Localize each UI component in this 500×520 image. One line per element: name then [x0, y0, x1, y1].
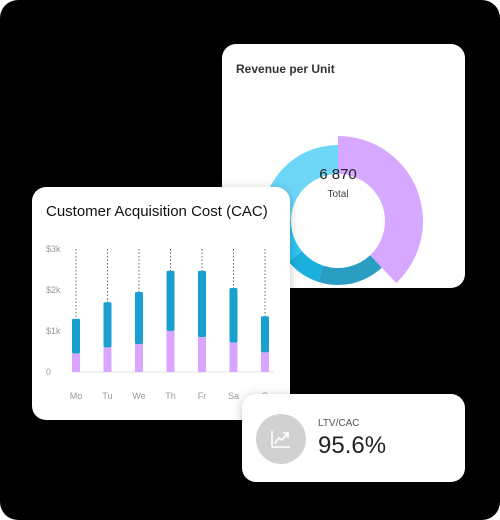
bar-segment-top [135, 292, 143, 345]
bar-segment-base [72, 353, 80, 372]
donut-slice [338, 136, 423, 283]
x-tick-label: Tu [102, 391, 112, 401]
ltv-cac-label: LTV/CAC [318, 418, 360, 429]
trending-up-icon [256, 414, 306, 464]
bar-segment-base [166, 331, 175, 372]
y-tick-label: $2k [46, 285, 61, 295]
y-tick-label: $3k [46, 244, 61, 254]
cac-bar-chart: 0$1k$2k$3kMoTuWeThFrSaS [46, 244, 274, 401]
revenue-card-title: Revenue per Unit [236, 62, 335, 76]
y-tick-label: $1k [46, 326, 61, 336]
revenue-total-value: 6 870 [319, 166, 357, 183]
ltv-cac-value: 95.6% [318, 432, 387, 459]
cac-card-title: Customer Acquisition Cost (CAC) [46, 203, 268, 220]
donut-slice [288, 250, 324, 282]
bar-segment-base [198, 337, 206, 372]
bar-segment-top [166, 270, 175, 331]
donut-slice [318, 255, 382, 285]
bar-segment-base [103, 347, 112, 372]
y-tick-label: 0 [46, 367, 51, 377]
bar-segment-top [261, 316, 269, 353]
ltv-card: LTV/CAC 95.6% [242, 394, 465, 482]
revenue-total-label: Total [327, 189, 349, 200]
bar-segment-base [261, 352, 269, 372]
bar-segment-top [229, 287, 238, 343]
bar-segment-top [198, 270, 206, 338]
x-tick-label: Th [165, 391, 176, 401]
bar-segment-base [135, 344, 143, 372]
bar-segment-base [229, 342, 238, 372]
x-tick-label: Fr [198, 391, 207, 401]
bar-segment-top [72, 318, 80, 354]
x-tick-label: Mo [70, 391, 83, 401]
x-tick-label: Sa [228, 391, 239, 401]
bar-segment-top [103, 302, 112, 348]
cac-card: Customer Acquisition Cost (CAC) 0 $1k $2k $… [32, 187, 290, 420]
x-tick-label: We [132, 391, 145, 401]
